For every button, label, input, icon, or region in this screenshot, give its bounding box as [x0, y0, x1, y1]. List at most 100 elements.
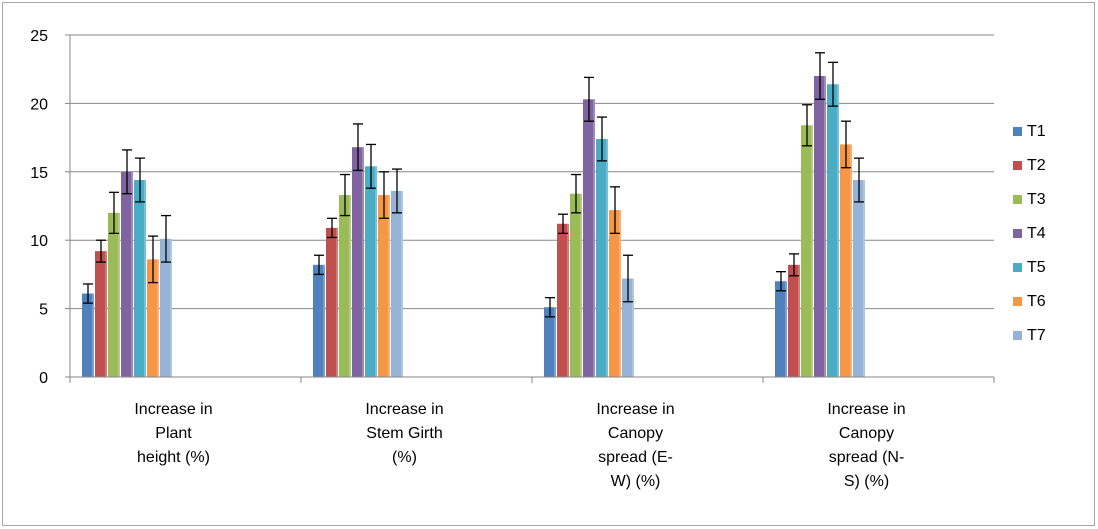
bar-t5	[134, 180, 146, 377]
category-label-line: Increase in	[596, 401, 674, 418]
category-label-line: W) (%)	[611, 473, 661, 490]
legend-swatch-t2	[1013, 161, 1022, 170]
bar-highlight	[375, 166, 377, 377]
bar-highlight	[144, 180, 146, 377]
bar-t7	[622, 278, 634, 377]
bar-highlight	[92, 293, 94, 377]
bar-t4	[121, 171, 133, 377]
bar-t2	[326, 227, 338, 377]
bar-highlight	[837, 84, 839, 378]
bar-highlight	[105, 251, 107, 377]
bar-highlight	[131, 171, 133, 377]
legend-swatch-t3	[1013, 195, 1022, 204]
y-tick-label: 20	[30, 96, 48, 113]
bar-t6	[609, 210, 621, 377]
category-label-line: Plant	[155, 425, 192, 442]
bar-t3	[108, 212, 120, 377]
bar-highlight	[850, 144, 852, 377]
bar-t4	[352, 147, 364, 377]
bar-highlight	[336, 227, 338, 377]
bar-t4	[814, 76, 826, 377]
bar-highlight	[554, 307, 556, 377]
category-label-line: Canopy	[608, 425, 663, 442]
bar-highlight	[811, 125, 813, 378]
bar-highlight	[170, 238, 172, 377]
bar-t7	[160, 238, 172, 377]
category-label-line: spread (N-	[829, 449, 905, 466]
bar-highlight	[798, 264, 800, 377]
category-label-line: (%)	[392, 449, 417, 466]
y-tick-label: 5	[39, 302, 48, 319]
bar-highlight	[863, 180, 865, 377]
category-label-line: Stem Girth	[366, 425, 442, 442]
y-tick-label: 25	[30, 28, 48, 45]
bar-highlight	[323, 264, 325, 377]
bar-highlight	[388, 195, 390, 377]
y-axis-ticks: 0 5 10 15 20 25	[30, 28, 70, 387]
axes	[69, 35, 995, 383]
category-label: Increase in Canopy spread (E- W) (%)	[596, 401, 674, 490]
bar-t2	[788, 264, 800, 377]
bar-highlight	[362, 147, 364, 377]
bar-highlight	[580, 193, 582, 377]
bar-t5	[365, 166, 377, 377]
category-label-line: Increase in	[365, 401, 443, 418]
bar-t6	[147, 259, 159, 377]
bar-t1	[775, 281, 787, 377]
y-tick-label: 10	[30, 233, 48, 250]
bar-highlight	[824, 76, 826, 377]
bar-t7	[853, 180, 865, 377]
bars	[82, 52, 865, 378]
category-label-line: height (%)	[137, 449, 210, 466]
legend-label-t4: T4	[1027, 225, 1046, 242]
bar-highlight	[606, 138, 608, 377]
legend-label-t7: T7	[1027, 327, 1046, 344]
bar-t3	[339, 195, 351, 377]
bar-t1	[313, 264, 325, 377]
legend-label-t5: T5	[1027, 259, 1046, 276]
bar-highlight	[619, 210, 621, 377]
legend-swatch-t4	[1013, 229, 1022, 238]
category-label: Increase in Stem Girth (%)	[365, 401, 443, 466]
bar-t4	[583, 99, 595, 378]
category-label-line: Increase in	[827, 401, 905, 418]
legend-label-t3: T3	[1027, 191, 1046, 208]
bar-t6	[840, 144, 852, 377]
legend-swatch-t7	[1013, 331, 1022, 340]
category-label: Increase in Plant height (%)	[134, 401, 212, 466]
bar-t7	[391, 190, 403, 377]
bar-t5	[596, 138, 608, 377]
legend-label-t6: T6	[1027, 293, 1046, 310]
legend-label-t1: T1	[1027, 123, 1046, 140]
bar-highlight	[632, 278, 634, 377]
category-label-line: Canopy	[839, 425, 894, 442]
bar-t2	[95, 251, 107, 377]
bar-highlight	[567, 223, 569, 377]
category-labels: Increase in Plant height (%) Increase in Ste…	[134, 401, 905, 490]
category-label-line: Increase in	[134, 401, 212, 418]
bar-t5	[827, 84, 839, 378]
y-tick-label: 0	[39, 370, 48, 387]
bar-highlight	[118, 212, 120, 377]
legend-swatch-t5	[1013, 263, 1022, 272]
y-tick-label: 15	[30, 165, 48, 182]
bar-t6	[378, 195, 390, 377]
bar-t1	[544, 307, 556, 377]
bar-highlight	[593, 99, 595, 378]
bar-t1	[82, 293, 94, 377]
bar-highlight	[785, 281, 787, 377]
bar-highlight	[349, 195, 351, 377]
bar-highlight	[157, 259, 159, 377]
bar-t3	[570, 193, 582, 377]
legend-swatch-t6	[1013, 297, 1022, 306]
bar-t3	[801, 125, 813, 378]
bar-highlight	[401, 190, 403, 377]
legend-swatch-t1	[1013, 127, 1022, 136]
category-label: Increase in Canopy spread (N- S) (%)	[827, 401, 905, 490]
bar-t2	[557, 223, 569, 377]
category-label-line: spread (E-	[598, 449, 673, 466]
legend-label-t2: T2	[1027, 157, 1046, 174]
category-label-line: S) (%)	[844, 473, 889, 490]
